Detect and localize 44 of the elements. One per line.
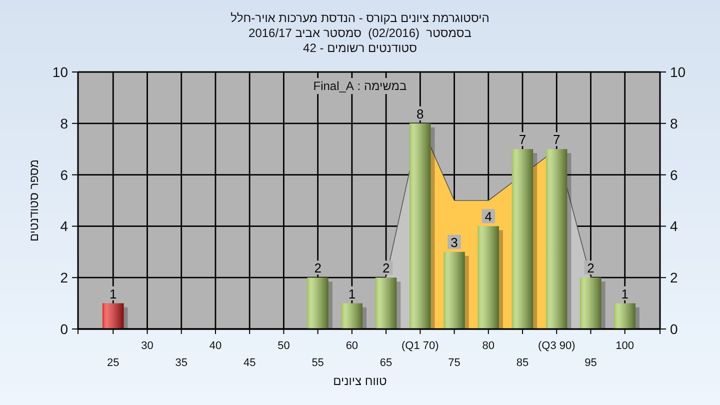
x-tick-label: 40 (209, 340, 222, 352)
x-axis-title: טווח ציונים (333, 374, 388, 388)
data-label: 1 (110, 286, 117, 302)
y2-tick-label: 0 (670, 321, 678, 337)
data-label: 1 (621, 286, 628, 302)
y2-tick-label: 4 (670, 218, 678, 234)
x-tick-label: 35 (175, 357, 188, 369)
y-tick-label: 10 (52, 64, 68, 80)
x-tick-label: 75 (448, 357, 460, 369)
chart-subtitle: בסמסטר (02/2016) סמסטר אביב 2016/17 סטודנטים רשומים - 42 (248, 26, 472, 55)
x-tick-label: 80 (482, 340, 495, 352)
data-label: 8 (416, 106, 424, 122)
x-tick-label: (Q1 70) (402, 340, 439, 352)
x-tick-label: 55 (312, 357, 324, 369)
x-tick-label: 45 (243, 357, 256, 369)
y-tick-label: 2 (60, 270, 68, 286)
data-label: 3 (450, 234, 458, 250)
chart-title: היסטוגרמת ציונים בקורס - הנדסת מערכות אויר-חלל (230, 11, 490, 25)
y-tick-label: 4 (60, 218, 68, 234)
x-tick-label: 25 (107, 357, 120, 369)
data-label: 1 (348, 286, 356, 302)
data-label: 4 (484, 209, 492, 224)
x-tick-label: 60 (346, 340, 358, 352)
data-label: 2 (587, 260, 594, 276)
y-tick-label: 0 (60, 321, 68, 337)
y2-tick-label: 2 (670, 270, 678, 286)
x-tick-label: 30 (141, 340, 154, 352)
data-label: 2 (382, 260, 390, 276)
x-tick-label: 65 (380, 357, 392, 369)
x-tick-label: 95 (584, 357, 597, 369)
annotation: במשימה : Final_A (313, 79, 407, 93)
y2-tick-label: 10 (670, 64, 686, 80)
data-label: 7 (553, 132, 560, 148)
x-tick-label: 85 (516, 357, 529, 369)
y-axis-title: מספר סטודנטים (27, 159, 41, 242)
y2-tick-label: 8 (670, 115, 678, 132)
data-label: 7 (518, 132, 526, 148)
y2-tick-label: 6 (670, 166, 678, 183)
y-tick-label: 8 (60, 115, 68, 132)
data-label: 2 (314, 260, 322, 276)
x-tick-label: (Q3 90) (538, 340, 576, 352)
y-tick-label: 6 (60, 166, 68, 183)
x-tick-label: 100 (616, 340, 634, 352)
x-tick-label: 50 (278, 340, 290, 352)
